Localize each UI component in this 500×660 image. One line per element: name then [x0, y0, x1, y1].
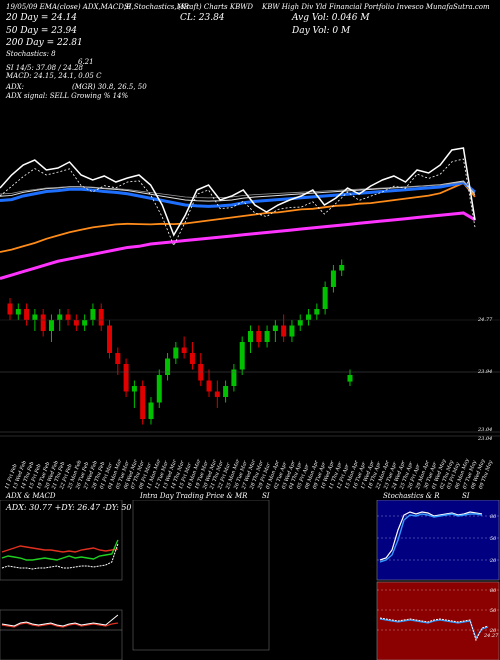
candle-body: [24, 309, 30, 320]
candle-body: [297, 320, 303, 326]
adx-line: [1, 543, 119, 570]
ema50-readout: 50 Day = 23.94: [6, 26, 78, 36]
price-axis-label: 24.77: [477, 317, 493, 323]
candle-body: [57, 314, 63, 320]
si-tick: 20: [489, 628, 497, 634]
stochastics-value: 6.21: [78, 58, 94, 66]
candle-body: [239, 342, 245, 370]
macd-panel-frame: [0, 609, 123, 660]
stochastics-k-line: [379, 511, 483, 561]
candle-body: [107, 325, 113, 353]
candle-body: [264, 331, 270, 342]
candle-body: [90, 309, 96, 320]
candle-body: [140, 386, 146, 419]
price-axis-label: 23.94: [477, 369, 492, 375]
mgr-readout: (MGR) 30.8, 26.5, 50: [72, 83, 147, 91]
si-readout: SI 14/5: 37.08 / 24.28: [6, 64, 83, 72]
price-axis-label: 23.04: [477, 436, 492, 442]
candle-body: [40, 314, 46, 331]
candle-body: [15, 309, 21, 315]
candle-body: [339, 265, 345, 271]
adx-signal: ADX signal: SELL Growing % 14%: [6, 92, 129, 100]
candle-body: [173, 347, 179, 359]
candle-body: [189, 353, 195, 364]
candle-body: [48, 320, 54, 331]
candle-body: [214, 391, 220, 397]
stochastics-tick: 20: [489, 558, 497, 564]
mr-panel-frame: [132, 500, 270, 651]
ema200-line: [0, 211, 476, 280]
si-line: [379, 617, 489, 642]
candle-body: [181, 347, 187, 353]
candle-body: [165, 358, 171, 375]
si-signal-line: [379, 618, 489, 640]
candle-body: [7, 303, 13, 315]
si-tick: 80: [490, 588, 497, 594]
candle-body: [148, 402, 154, 419]
adx-values: ADX: 30.77 +DY: 26.47 -DY: 50: [6, 503, 132, 512]
ema-gray-line: [0, 181, 476, 199]
macd-signal-line: [1, 622, 118, 628]
ema20-readout: 20 Day = 24.14: [6, 13, 78, 23]
close-readout: CL: 23.84: [180, 13, 225, 23]
candle-body: [73, 320, 79, 326]
day-volume-readout: Day Vol: 0 M: [292, 26, 351, 36]
candle-body: [32, 314, 38, 320]
candle-body: [98, 309, 104, 326]
si-tick: 50: [490, 608, 497, 614]
mr-panel-si: SI: [262, 492, 270, 500]
mr-panel-title: Intra Day Trading Price & MR: [140, 492, 248, 500]
candle-body: [272, 325, 278, 331]
candle-body: [306, 314, 312, 320]
header-line1b: SI,Stochastics,MR: [124, 3, 190, 11]
stochastics-d-line: [379, 513, 483, 563]
candle-body: [156, 375, 162, 403]
candle-body: [82, 320, 88, 326]
candle-body: [123, 364, 129, 392]
adx-panel-frame: [0, 500, 123, 581]
candle-body: [206, 380, 212, 392]
ema50-line: [0, 180, 476, 208]
candle-body: [322, 287, 328, 309]
candle-body: [347, 375, 353, 382]
header-line1d: KBW High Div Yld Financial Portfolio Inv…: [262, 3, 490, 11]
candle-body: [65, 314, 71, 320]
candle-body: [330, 270, 336, 287]
ema100-line: [0, 181, 476, 253]
price-line: [0, 147, 476, 237]
header-line1: 19/05/09 EMA(close) ADX,MACD,B: [6, 3, 131, 11]
stochastics-tick: 80: [490, 514, 497, 520]
stoch-panel-title: Stochastics & R: [383, 492, 440, 500]
price-axis-label: 23.04: [477, 427, 492, 433]
adx-minus-di-line: [1, 545, 119, 553]
date-axis: 11 Fri Feb 13 Wed Feb 14 Thu Feb 15 Fri Feb…: [0, 458, 500, 492]
stoch-panel-si: SI: [462, 492, 470, 500]
avg-volume-readout: Avg Vol: 0.046 M: [292, 13, 370, 23]
ema200-readout: 200 Day = 22.81: [6, 38, 83, 48]
candle-body: [231, 369, 237, 386]
header-line1c: (Kraft) Charts KBWD: [178, 3, 254, 11]
candle-body: [256, 331, 262, 342]
candle-body: [281, 325, 287, 337]
candle-body: [223, 386, 229, 397]
adx-label: ADX:: [6, 83, 25, 91]
si-panel: [376, 581, 500, 660]
macd-line: [1, 614, 119, 627]
candle-body: [131, 386, 137, 392]
candle-body: [289, 325, 295, 337]
si-last-value: 24.27: [483, 633, 499, 639]
candle-body: [247, 331, 253, 342]
candle-body: [115, 353, 121, 364]
adx-plus-di-line: [1, 539, 119, 561]
candle-body: [314, 309, 320, 315]
stochastics-tick: 50: [490, 536, 497, 542]
price-ema-chart: 24.77 23.94 23.04 23.04: [0, 147, 500, 442]
macd-readout: MACD: 24.15, 24.1, 0.05 C: [6, 72, 102, 80]
stochastics-readout: Stochastics: 8: [6, 50, 56, 58]
adx-panel-title: ADX & MACD: [6, 492, 56, 500]
